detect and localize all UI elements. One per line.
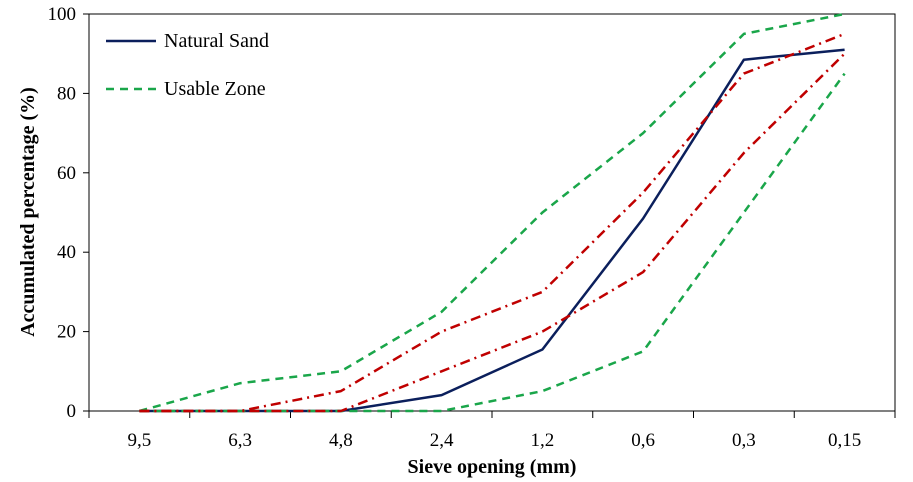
x-axis: 9,5 6,3 4,8 2,4 1,2 0,6 0,3 0,15	[88, 411, 896, 451]
x-axis-title: Sieve opening (mm)	[408, 456, 577, 478]
y-tick-label: 40	[57, 242, 76, 263]
y-axis: 0 20 40 60 80 100	[48, 4, 89, 422]
x-tick-label: 1,2	[531, 430, 555, 451]
series-line-0	[139, 48, 845, 413]
legend-label-usable-zone: Usable Zone	[164, 78, 266, 100]
y-tick-label: 80	[57, 83, 76, 104]
y-tick-label: 60	[57, 163, 76, 184]
y-tick-label: 20	[57, 322, 76, 343]
series-line-4	[139, 52, 846, 413]
x-tick-label: 0,6	[631, 430, 655, 451]
x-tick-label: 2,4	[430, 430, 454, 451]
series-group	[139, 12, 846, 413]
plot-frame	[88, 13, 896, 412]
legend-label-natural-sand: Natural Sand	[164, 30, 269, 52]
series-line-3	[139, 32, 846, 413]
x-tick-label: 0,3	[732, 430, 756, 451]
series-line-2	[139, 72, 846, 413]
plot-area	[88, 13, 896, 412]
y-tick-label: 100	[48, 4, 77, 25]
y-tick-label: 0	[67, 401, 77, 422]
x-tick-label: 0,15	[828, 430, 861, 451]
legend: Natural Sand Usable Zone	[106, 30, 269, 100]
x-tick-label: 6,3	[228, 430, 252, 451]
series-line-1	[139, 12, 845, 413]
x-tick-label: 9,5	[128, 430, 152, 451]
x-tick-label: 4,8	[329, 430, 353, 451]
y-axis-title: Accumulated percentage (%)	[17, 87, 39, 337]
